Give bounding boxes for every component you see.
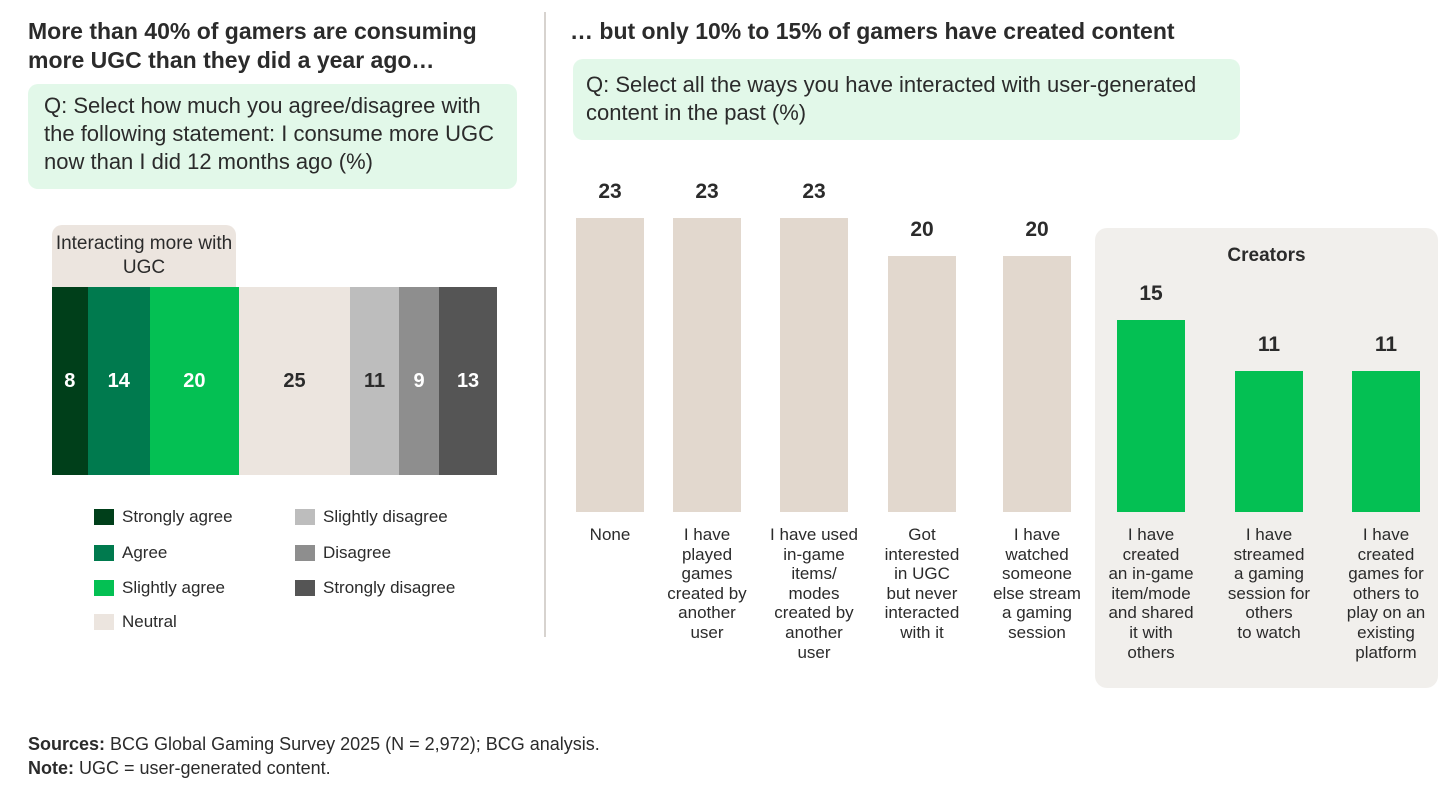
legend-swatch [94, 614, 114, 630]
footer: Sources: BCG Global Gaming Survey 2025 (… [28, 732, 928, 780]
bar-category-label: I have streamed a gaming session for oth… [1227, 525, 1311, 642]
legend-swatch [295, 580, 315, 596]
legend-item-slightly-disagree: Slightly disagree [295, 507, 448, 527]
bar-5 [1003, 256, 1071, 512]
bar-value-label: 20 [1025, 218, 1049, 242]
legend-swatch [94, 509, 114, 525]
bar-value-label: 20 [910, 218, 934, 242]
bar-value-label: 15 [1139, 282, 1163, 306]
segment-value-label: 25 [283, 369, 306, 392]
bar-8 [1352, 371, 1420, 512]
legend-swatch [295, 545, 315, 561]
legend-item-agree: Agree [94, 543, 167, 563]
segment-value-label: 9 [413, 369, 425, 392]
bar-value-label: 23 [802, 180, 826, 203]
note-line: Note: UGC = user-generated content. [28, 756, 928, 780]
stacked-segment-neutral: 25 [238, 287, 351, 475]
section-divider [544, 12, 546, 637]
legend-label: Neutral [122, 612, 177, 631]
stacked-segment-agree: 14 [87, 287, 150, 475]
legend-swatch [295, 509, 315, 525]
bar-6 [1117, 320, 1185, 512]
note-text: UGC = user-generated content. [74, 758, 331, 778]
legend-label: Agree [122, 543, 168, 562]
bar-1 [576, 218, 644, 512]
bar-value-label: 23 [695, 180, 719, 203]
stacked-segment-strongly-agree: 8 [52, 287, 88, 475]
callout-label: Interacting more with UGC [55, 233, 233, 278]
legend-item-neutral: Neutral [94, 612, 177, 632]
bar-category-label: I have created an in-game item/mode and … [1108, 525, 1194, 662]
sources-label: Sources: [28, 734, 106, 754]
bar-value-label: 11 [1257, 333, 1281, 357]
legend-label: Disagree [323, 543, 392, 562]
bar-7 [1235, 371, 1303, 512]
bar-category-label: I have used in-game items/ modes created… [770, 525, 858, 662]
legend-item-strongly-agree: Strongly agree [94, 507, 233, 527]
stacked-segment-slightly-disagree: 11 [350, 287, 400, 475]
bar-category-label: None [589, 525, 631, 544]
segment-value-label: 14 [107, 369, 130, 392]
segment-value-label: 8 [64, 369, 76, 392]
legend-label: Strongly agree [122, 507, 233, 526]
legend-item-slightly-agree: Slightly agree [94, 578, 225, 598]
legend-label: Strongly disagree [323, 578, 456, 597]
bar-category-label: I have created games for others to play … [1346, 525, 1426, 662]
stacked-segment-strongly-disagree: 13 [439, 287, 497, 475]
left-title: More than 40% of gamers are consuming mo… [28, 18, 477, 73]
bar-3 [780, 218, 848, 512]
creators-title: Creators [1227, 245, 1306, 266]
note-label: Note: [28, 758, 74, 778]
bar-category-label: I have watched someone else stream a gam… [993, 525, 1081, 642]
segment-value-label: 13 [456, 369, 480, 392]
legend-label: Slightly agree [122, 578, 226, 597]
right-question: Q: Select all the ways you have interact… [573, 59, 1240, 140]
segment-value-label: 11 [364, 369, 386, 392]
right-title: … but only 10% to 15% of gamers have cre… [570, 18, 1175, 44]
bar-4 [888, 256, 956, 512]
stacked-segment-disagree: 9 [399, 287, 440, 475]
left-question: Q: Select how much you agree/disagree wi… [28, 84, 517, 189]
legend-item-disagree: Disagree [295, 543, 391, 563]
bar-value-label: 23 [598, 180, 622, 203]
sources-text: BCG Global Gaming Survey 2025 (N = 2,972… [105, 734, 600, 754]
legend-label: Slightly disagree [323, 507, 448, 526]
segment-value-label: 20 [183, 369, 206, 392]
legend-swatch [94, 580, 114, 596]
legend-item-strongly-disagree: Strongly disagree [295, 578, 455, 598]
sources-line: Sources: BCG Global Gaming Survey 2025 (… [28, 732, 928, 756]
callout-box [52, 225, 236, 287]
legend-swatch [94, 545, 114, 561]
bar-category-label: Got interested in UGC but never interact… [884, 525, 960, 642]
bar-2 [673, 218, 741, 512]
bar-category-label: I have played games created by another u… [667, 525, 747, 642]
stacked-segment-slightly-agree: 20 [149, 287, 239, 475]
bar-value-label: 11 [1374, 333, 1398, 357]
